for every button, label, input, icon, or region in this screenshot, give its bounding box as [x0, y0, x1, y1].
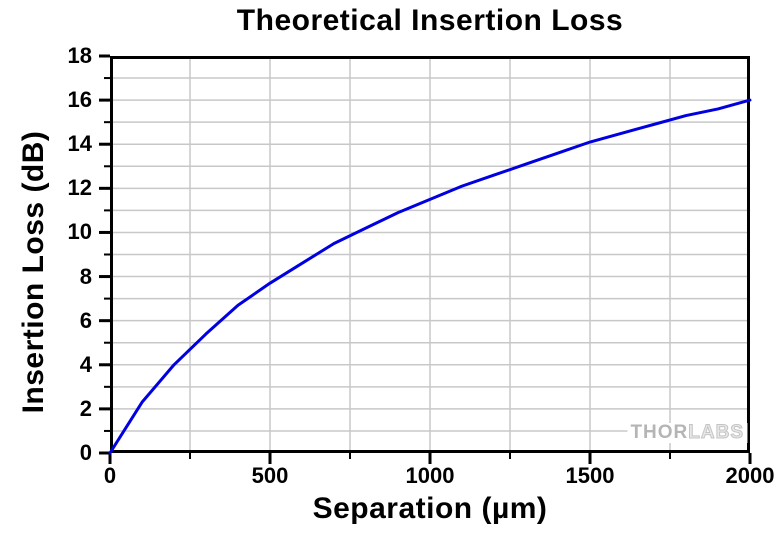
y-tick-label: 14 [67, 131, 92, 157]
x-tick-label: 1000 [405, 463, 455, 488]
x-tick-label: 2000 [725, 463, 775, 488]
plot-frame [110, 56, 750, 453]
y-tick-label: 18 [67, 43, 92, 68]
thorlabs-watermark: THORLABS [627, 422, 747, 443]
y-tick-label: 6 [79, 307, 92, 333]
x-tick-label: 1500 [565, 463, 615, 488]
y-tick-label: 2 [79, 395, 92, 421]
y-tick-label: 8 [79, 263, 92, 289]
y-tick-label: 16 [67, 87, 92, 113]
x-tick-label: 500 [251, 463, 289, 488]
x-axis-title: Separation (µm) [312, 492, 548, 525]
y-tick-label: 10 [67, 219, 92, 245]
y-tick-label: 0 [79, 440, 92, 465]
insertion-loss-curve [108, 98, 752, 455]
y-tick-label: 12 [67, 175, 92, 201]
y-tick-label: 4 [79, 351, 92, 377]
thorlabs-watermark-labs: LABS [688, 422, 744, 443]
plot-area [99, 54, 752, 464]
thorlabs-watermark-thor: THOR [630, 422, 689, 443]
chart-title: Theoretical Insertion Loss [236, 4, 624, 37]
x-tick-label: 0 [103, 463, 117, 488]
